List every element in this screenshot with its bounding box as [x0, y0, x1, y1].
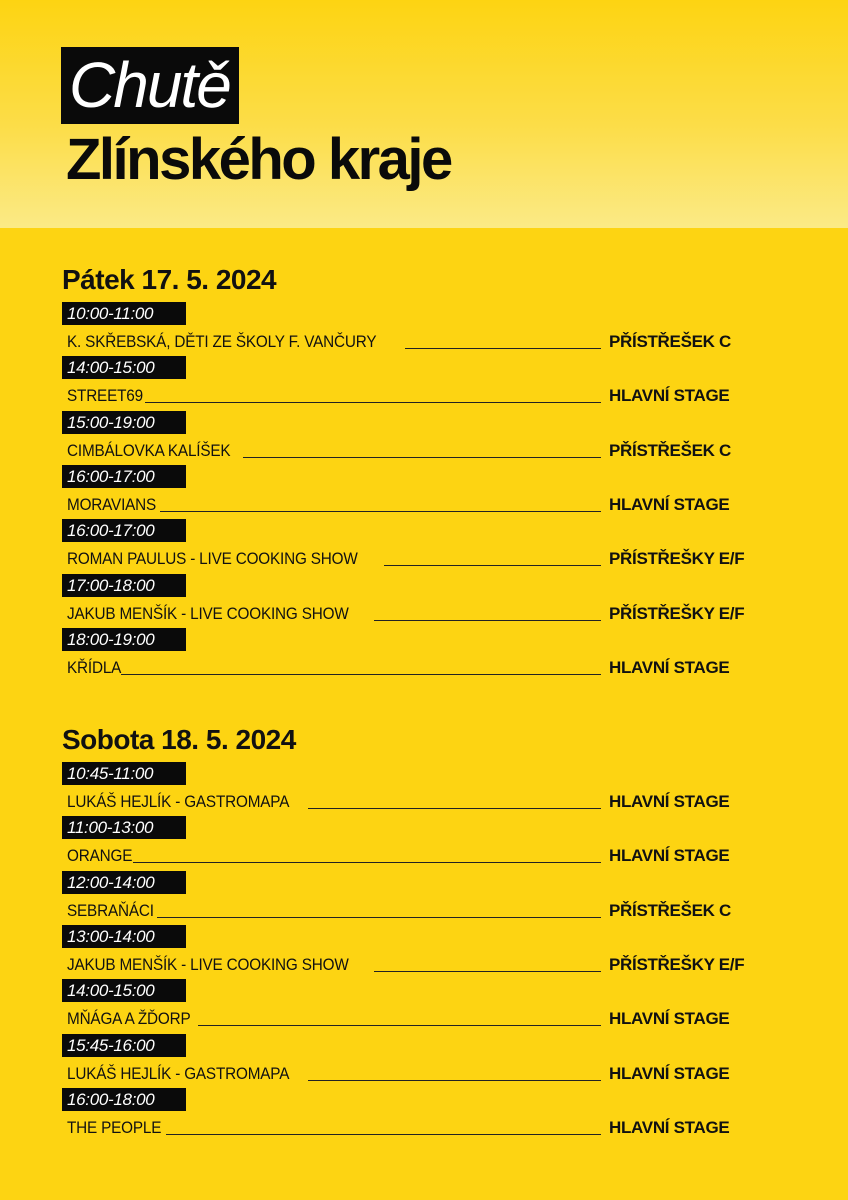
leader-line	[307, 808, 601, 809]
event-row: THE PEOPLE HLAVNÍ STAGE	[67, 1114, 762, 1138]
leader-line	[242, 456, 601, 458]
performer-name: CIMBÁLOVKA KALÍŠEK	[67, 440, 231, 460]
venue-label: PŘÍSTŘEŠKY E/F	[609, 954, 745, 974]
time-label: 15:00-19:00	[62, 410, 186, 434]
leader-line	[404, 348, 601, 349]
event-row: LUKÁŠ HEJLÍK - GASTROMAPA HLAVNÍ STAGE	[67, 788, 762, 812]
event-row: K. SKŘEBSKÁ, DĚTI ZE ŠKOLY F. VANČURY PŘ…	[67, 328, 762, 352]
leader-line	[145, 402, 601, 404]
day-heading: Pátek 17. 5. 2024	[62, 264, 277, 295]
time-label: 16:00-17:00	[62, 519, 186, 543]
time-label: 12:00-14:00	[62, 870, 186, 894]
venue-label: PŘÍSTŘEŠKY E/F	[609, 603, 745, 623]
day-heading: Sobota 18. 5. 2024	[62, 724, 296, 755]
venue-label: HLAVNÍ STAGE	[609, 386, 730, 406]
leader-line	[159, 510, 601, 512]
schedule-item: 13:00-14:00 JAKUB MENŠÍK - LIVE COOKING …	[62, 924, 762, 979]
time-label: 17:00-18:00	[62, 573, 186, 597]
time-label: 18:00-19:00	[62, 627, 186, 651]
title-line-1: Chutě	[61, 47, 239, 124]
time-label: 10:00-11:00	[62, 302, 186, 325]
event-row: JAKUB MENŠÍK - LIVE COOKING SHOW PŘÍSTŘE…	[67, 600, 762, 624]
time-label: 16:00-17:00	[62, 464, 186, 488]
venue-label: HLAVNÍ STAGE	[609, 846, 730, 866]
leader-line	[383, 565, 601, 567]
performer-name: MORAVIANS	[67, 494, 157, 514]
schedule-item: 15:45-16:00 LUKÁŠ HEJLÍK - GASTROMAPA HL…	[62, 1033, 762, 1088]
time-label: 16:00-18:00	[62, 1087, 186, 1111]
event-row: STREET69 HLAVNÍ STAGE	[67, 382, 762, 406]
venue-label: HLAVNÍ STAGE	[609, 657, 730, 677]
event-row: LUKÁŠ HEJLÍK - GASTROMAPA HLAVNÍ STAGE	[67, 1060, 762, 1084]
time-label: 11:00-13:00	[62, 816, 186, 840]
performer-name: SEBRAŇÁCI	[67, 900, 154, 920]
time-label: 14:00-15:00	[62, 979, 186, 1003]
performer-name: KŘÍDLA	[67, 657, 122, 677]
event-row: ROMAN PAULUS - LIVE COOKING SHOW PŘÍSTŘE…	[67, 545, 762, 569]
leader-line	[307, 1079, 601, 1081]
leader-line	[373, 970, 601, 972]
schedule-item: 16:00-17:00 ROMAN PAULUS - LIVE COOKING …	[62, 519, 762, 573]
time-label: 14:00-15:00	[62, 356, 186, 380]
performer-name: ROMAN PAULUS - LIVE COOKING SHOW	[67, 549, 358, 569]
event-row: SEBRAŇÁCI PŘÍSTŘEŠEK C	[67, 897, 762, 921]
event-row: JAKUB MENŠÍK - LIVE COOKING SHOW PŘÍSTŘE…	[67, 951, 762, 975]
event-row: MORAVIANS HLAVNÍ STAGE	[67, 491, 762, 515]
leader-line	[373, 619, 601, 621]
performer-name: THE PEOPLE	[67, 1117, 162, 1137]
leader-line	[165, 1133, 601, 1135]
event-row: CIMBÁLOVKA KALÍŠEK PŘÍSTŘEŠEK C	[67, 437, 762, 461]
venue-label: HLAVNÍ STAGE	[609, 1063, 730, 1083]
event-row: MŇÁGA A ŽĎORP HLAVNÍ STAGE	[67, 1005, 762, 1029]
performer-name: JAKUB MENŠÍK - LIVE COOKING SHOW	[67, 603, 349, 623]
leader-line	[133, 862, 601, 864]
leader-line	[198, 1025, 601, 1027]
leader-line	[121, 673, 601, 675]
venue-label: HLAVNÍ STAGE	[609, 1117, 730, 1137]
performer-name: ORANGE	[67, 846, 133, 866]
venue-label: PŘÍSTŘEŠEK C	[609, 440, 732, 460]
performer-name: JAKUB MENŠÍK - LIVE COOKING SHOW	[67, 954, 349, 974]
schedule-item: 10:00-11:00 K. SKŘEBSKÁ, DĚTI ZE ŠKOLY F…	[62, 302, 762, 356]
venue-label: HLAVNÍ STAGE	[609, 494, 730, 514]
event-row: ORANGE HLAVNÍ STAGE	[67, 842, 762, 866]
schedule-item: 10:45-11:00 LUKÁŠ HEJLÍK - GASTROMAPA HL…	[62, 762, 762, 816]
performer-name: LUKÁŠ HEJLÍK - GASTROMAPA	[67, 1063, 290, 1083]
leader-line	[157, 916, 601, 918]
time-label: 10:45-11:00	[62, 762, 186, 785]
venue-label: HLAVNÍ STAGE	[609, 1009, 730, 1029]
schedule-item: 16:00-17:00 MORAVIANS HLAVNÍ STAGE	[62, 464, 762, 519]
time-label: 15:45-16:00	[62, 1033, 186, 1057]
schedule-item: 16:00-18:00 THE PEOPLE HLAVNÍ STAGE	[62, 1087, 762, 1142]
performer-name: LUKÁŠ HEJLÍK - GASTROMAPA	[67, 792, 290, 811]
schedule-item: 15:00-19:00 CIMBÁLOVKA KALÍŠEK PŘÍSTŘEŠE…	[62, 410, 762, 465]
schedule-item: 12:00-14:00 SEBRAŇÁCI PŘÍSTŘEŠEK C	[62, 870, 762, 925]
schedule-item: 17:00-18:00 JAKUB MENŠÍK - LIVE COOKING …	[62, 573, 762, 628]
schedule-item: 11:00-13:00 ORANGE HLAVNÍ STAGE	[62, 816, 762, 870]
schedule-item: 14:00-15:00 STREET69 HLAVNÍ STAGE	[62, 356, 762, 410]
venue-label: PŘÍSTŘEŠEK C	[609, 900, 732, 920]
performer-name: K. SKŘEBSKÁ, DĚTI ZE ŠKOLY F. VANČURY	[67, 332, 377, 351]
event-row: KŘÍDLA HLAVNÍ STAGE	[67, 654, 762, 678]
venue-label: HLAVNÍ STAGE	[609, 792, 730, 811]
venue-label: PŘÍSTŘEŠEK C	[609, 332, 732, 351]
title-line-2: Zlínského kraje	[66, 127, 453, 192]
schedule-item: 18:00-19:00 KŘÍDLA HLAVNÍ STAGE	[62, 627, 762, 682]
venue-label: PŘÍSTŘEŠKY E/F	[609, 549, 745, 569]
performer-name: MŇÁGA A ŽĎORP	[67, 1009, 191, 1029]
time-label: 13:00-14:00	[62, 924, 186, 948]
performer-name: STREET69	[67, 386, 143, 406]
schedule-item: 14:00-15:00 MŇÁGA A ŽĎORP HLAVNÍ STAGE	[62, 979, 762, 1033]
